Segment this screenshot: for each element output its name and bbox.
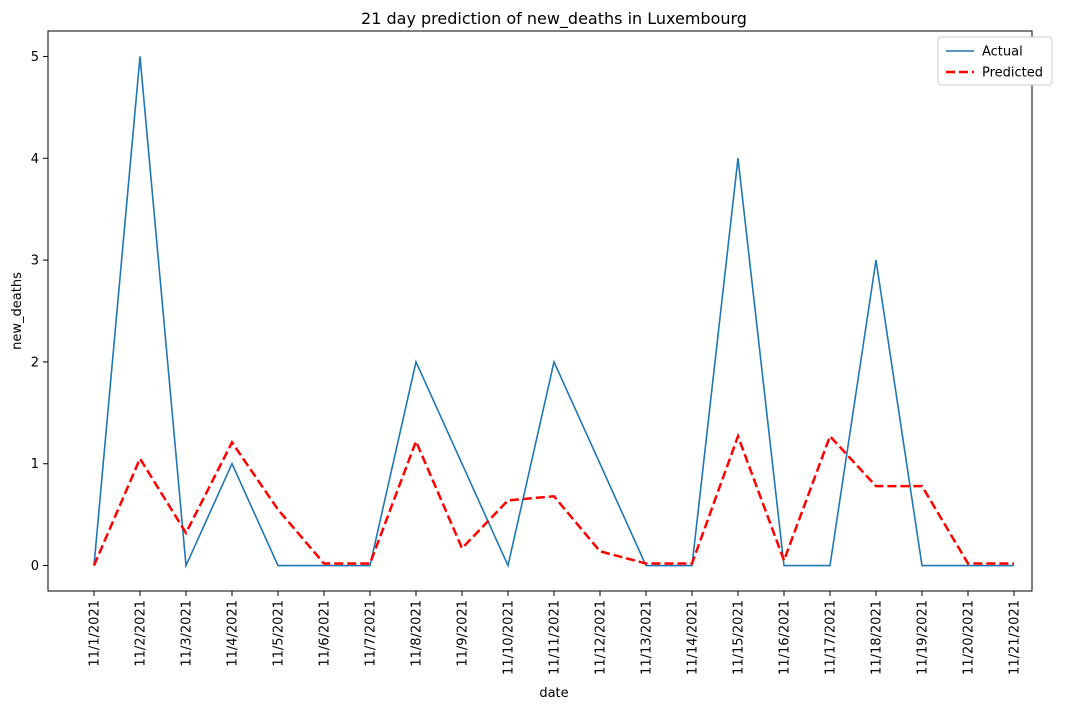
x-tick-label: 11/18/2021 (870, 600, 885, 675)
legend: Actual Predicted (937, 36, 1053, 86)
x-tick-label: 11/7/2021 (364, 600, 379, 667)
y-tick-label: 4 (31, 152, 39, 167)
y-tick-label: 2 (31, 355, 39, 370)
y-tick-label: 0 (31, 559, 39, 574)
x-tick-label: 11/17/2021 (824, 600, 839, 675)
x-axis: 11/1/2021 11/2/2021 11/3/2021 11/4/2021 11/5… (88, 591, 1023, 675)
y-tick-label: 3 (31, 254, 39, 269)
x-tick-label: 11/11/2021 (548, 600, 563, 675)
series-line-predicted (92, 432, 1014, 567)
x-tick-label: 11/4/2021 (226, 600, 241, 667)
x-tick-label: 11/1/2021 (88, 600, 103, 667)
x-tick-label: 11/14/2021 (686, 600, 701, 675)
series-layer (92, 56, 1014, 569)
x-tick-label: 11/8/2021 (410, 600, 425, 667)
y-tick-label: 1 (31, 457, 39, 472)
x-tick-label: 11/6/2021 (318, 600, 333, 667)
x-axis-label: date (539, 686, 568, 701)
x-tick-label: 11/15/2021 (732, 600, 747, 675)
legend-label-predicted: Predicted (982, 66, 1043, 81)
chart-title: 21 day prediction of new_deaths in Luxem… (361, 9, 747, 29)
series-line-actual (93, 56, 1014, 569)
y-axis-label: new_deaths (10, 272, 25, 350)
x-tick-label: 11/5/2021 (272, 600, 287, 667)
x-tick-label: 11/10/2021 (502, 600, 517, 675)
x-tick-label: 11/20/2021 (962, 600, 977, 675)
x-tick-label: 11/13/2021 (640, 600, 655, 675)
x-tick-label: 11/21/2021 (1008, 600, 1023, 675)
legend-label-actual: Actual (982, 45, 1023, 60)
x-tick-label: 11/19/2021 (916, 600, 931, 675)
y-axis: 0 1 2 3 4 5 (31, 50, 48, 574)
plot-area (47, 30, 1033, 592)
x-tick-label: 11/12/2021 (594, 600, 609, 675)
x-tick-label: 11/2/2021 (134, 600, 149, 667)
x-tick-label: 11/3/2021 (180, 600, 195, 667)
x-tick-label: 11/9/2021 (456, 600, 471, 667)
x-tick-label: 11/16/2021 (778, 600, 793, 675)
y-tick-label: 5 (31, 50, 39, 65)
